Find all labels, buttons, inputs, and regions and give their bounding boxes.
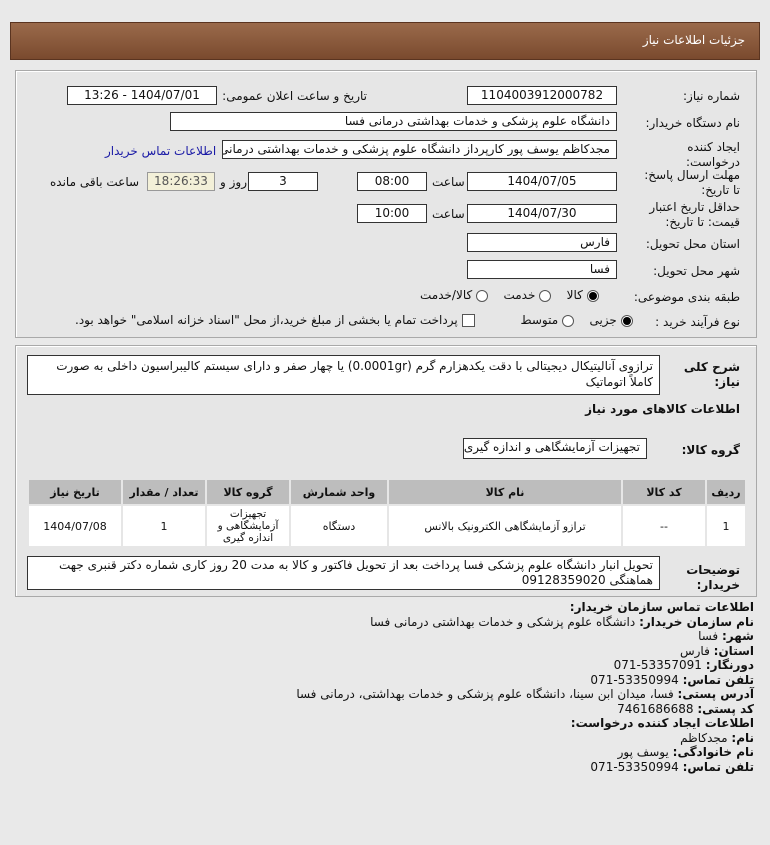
category-label: طبقه بندی موضوعی: bbox=[633, 290, 740, 304]
creator-phone-label: تلفن تماس: bbox=[682, 759, 754, 774]
city-label: شهر: bbox=[722, 629, 754, 643]
fax-value: 071-53357091 bbox=[613, 658, 702, 672]
goods-heading: اطلاعات کالاهای مورد نیاز bbox=[585, 402, 740, 416]
description-field: ترازوی آنالیتیکال دیجیتالی با دقت یکدهزا… bbox=[27, 355, 660, 395]
name-label: نام: bbox=[731, 730, 754, 745]
city-label: شهر محل تحویل: bbox=[653, 264, 740, 278]
province-value: فارس bbox=[679, 643, 710, 658]
need-number-field[interactable]: 1104003912000782 bbox=[467, 86, 617, 105]
process-option-minor[interactable]: جزیی bbox=[589, 313, 633, 327]
process-option-medium[interactable]: متوسط bbox=[520, 313, 575, 327]
fax-label: دورنگار: bbox=[705, 658, 754, 672]
province-label: استان محل تحویل: bbox=[645, 237, 740, 251]
notes-field: تحویل انبار دانشگاه علوم پزشکی فسا پرداخ… bbox=[27, 556, 660, 590]
buyer-label: نام دستگاه خریدار: bbox=[645, 116, 741, 130]
treasury-payment-checkbox[interactable]: پرداخت تمام یا بخشی از مبلغ خرید،از محل … bbox=[75, 313, 475, 327]
col-date: تاریخ نیاز bbox=[29, 480, 121, 504]
radio-selected-icon[interactable] bbox=[620, 314, 633, 327]
announce-field[interactable]: 1404/07/01 - 13:26 bbox=[67, 86, 217, 105]
phone-label: تلفن تماس: bbox=[682, 672, 754, 687]
contact-heading: اطلاعات تماس سازمان خریدار: bbox=[569, 600, 754, 614]
cell-unit: دستگاه bbox=[291, 506, 387, 546]
table-row: 1 -- ترازو آزمایشگاهی الکترونیک بالانس د… bbox=[29, 506, 745, 546]
col-unit: واحد شمارش bbox=[291, 480, 387, 504]
days-label: روز و bbox=[220, 175, 247, 189]
goods-table: ردیف کد کالا نام کالا واحد شمارش گروه کا… bbox=[27, 478, 747, 548]
announce-label: تاریخ و ساعت اعلان عمومی: bbox=[222, 89, 367, 103]
checkbox-icon[interactable] bbox=[461, 314, 475, 327]
phone-value: 071-53350994 bbox=[590, 672, 679, 687]
province-field[interactable]: فارس bbox=[467, 233, 617, 252]
validity-time-label: ساعت bbox=[432, 207, 465, 221]
col-row: ردیف bbox=[707, 480, 745, 504]
validity-time-field[interactable]: 10:00 bbox=[357, 204, 427, 223]
address-label: آدرس پستی: bbox=[677, 687, 754, 701]
remaining-time-field: 18:26:33 bbox=[147, 172, 215, 191]
process-radios: جزیی متوسط پرداخت تمام یا بخشی از مبلغ خ… bbox=[75, 313, 633, 328]
address-value: فسا، میدان ابن سینا، دانشگاه علوم پزشکی … bbox=[296, 687, 674, 701]
category-option-both[interactable]: کالا/خدمت bbox=[420, 288, 489, 302]
goods-group-field: تجهیزات آزمایشگاهی و اندازه گیری bbox=[463, 438, 647, 459]
table-header-row: ردیف کد کالا نام کالا واحد شمارش گروه کا… bbox=[29, 480, 745, 504]
radio-icon[interactable] bbox=[562, 314, 575, 327]
buyer-contact-info: اطلاعات تماس سازمان خریدار: نام سازمان خ… bbox=[234, 600, 754, 774]
postal-label: کد پستی: bbox=[697, 701, 754, 716]
org-label: نام سازمان خریدار: bbox=[639, 614, 754, 629]
buyer-contact-link[interactable]: اطلاعات تماس خریدار bbox=[105, 144, 217, 158]
days-field[interactable]: 3 bbox=[248, 172, 318, 191]
cell-date: 1404/07/08 bbox=[29, 506, 121, 546]
family-value: یوسف پور bbox=[617, 745, 669, 759]
col-name: نام کالا bbox=[389, 480, 621, 504]
deadline-time-label: ساعت bbox=[432, 175, 465, 189]
validity-label: حداقل تاریخ اعتبار قیمت: تا تاریخ: bbox=[649, 200, 740, 229]
city-value: فسا bbox=[698, 629, 719, 643]
family-label: نام خانوادگی: bbox=[672, 745, 754, 759]
deadline-date-field[interactable]: 1404/07/05 bbox=[467, 172, 617, 191]
creator-heading: اطلاعات ایجاد کننده درخواست: bbox=[570, 716, 754, 730]
col-code: کد کالا bbox=[623, 480, 705, 504]
radio-selected-icon[interactable] bbox=[586, 289, 599, 302]
category-option-service[interactable]: خدمت bbox=[503, 288, 552, 302]
cell-name: ترازو آزمایشگاهی الکترونیک بالانس bbox=[389, 506, 621, 546]
name-value: مجدکاظم bbox=[680, 730, 728, 745]
validity-date-field[interactable]: 1404/07/30 bbox=[467, 204, 617, 223]
page-title: جزئیات اطلاعات نیاز bbox=[10, 22, 760, 60]
category-option-goods[interactable]: کالا bbox=[567, 288, 599, 302]
remaining-label: ساعت باقی مانده bbox=[50, 175, 140, 189]
postal-value: 7461686688 bbox=[617, 701, 694, 716]
cell-code: -- bbox=[623, 506, 705, 546]
cell-qty: 1 bbox=[123, 506, 205, 546]
category-radios: کالا خدمت کالا/خدمت bbox=[420, 288, 599, 303]
process-label: نوع فرآیند خرید : bbox=[655, 315, 740, 329]
deadline-label: مهلت ارسال پاسخ: تا تاریخ: bbox=[644, 168, 740, 197]
creator-phone-value: 071-53350994 bbox=[590, 759, 679, 774]
col-qty: تعداد / مقدار bbox=[123, 480, 205, 504]
col-group: گروه کالا bbox=[207, 480, 289, 504]
deadline-time-field[interactable]: 08:00 bbox=[357, 172, 427, 191]
cell-group: تجهیزات آزمایشگاهی و اندازه گیری bbox=[207, 506, 289, 546]
radio-icon[interactable] bbox=[476, 289, 489, 302]
description-label: شرح کلی نیاز: bbox=[683, 360, 740, 389]
org-value: دانشگاه علوم پزشکی و خدمات بهداشتی درمان… bbox=[370, 614, 636, 629]
creator-field[interactable]: مجدکاظم یوسف پور کارپرداز دانشگاه علوم پ… bbox=[222, 140, 617, 159]
creator-label: ایجاد کننده درخواست: bbox=[686, 140, 740, 169]
radio-icon[interactable] bbox=[539, 289, 552, 302]
goods-group-label: گروه کالا: bbox=[681, 443, 740, 457]
notes-label: توضیحات خریدار: bbox=[686, 563, 740, 592]
city-field[interactable]: فسا bbox=[467, 260, 617, 279]
cell-row: 1 bbox=[707, 506, 745, 546]
province-label: استان: bbox=[713, 643, 754, 658]
buyer-field[interactable]: دانشگاه علوم پزشکی و خدمات بهداشتی درمان… bbox=[170, 112, 617, 131]
need-number-label: شماره نیاز: bbox=[683, 89, 740, 103]
